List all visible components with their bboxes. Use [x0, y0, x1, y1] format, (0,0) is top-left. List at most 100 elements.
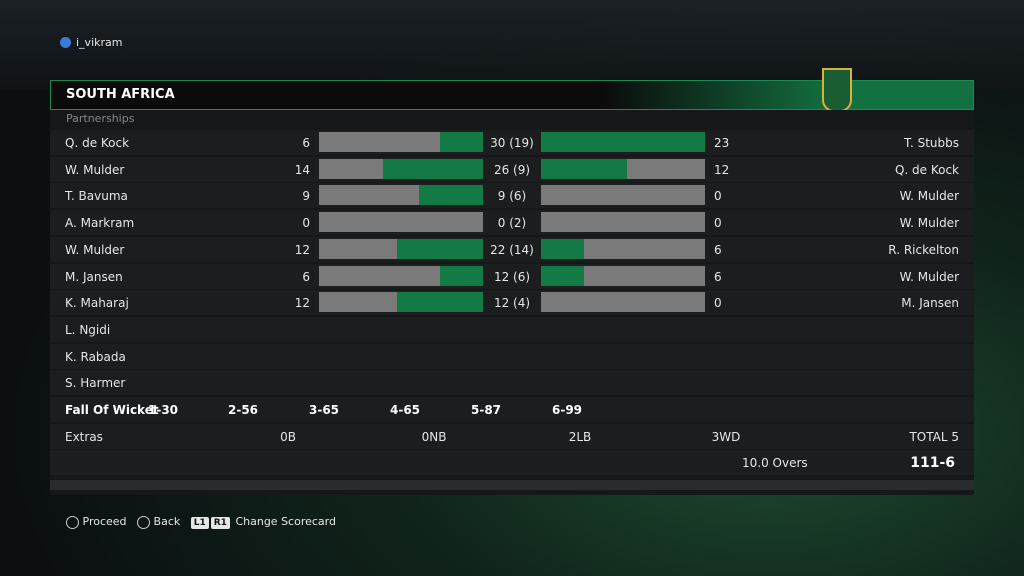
runs-bar-2	[541, 292, 705, 313]
batter-1: T. Bavuma	[65, 189, 128, 204]
batter-2: M. Jansen	[901, 296, 959, 311]
runs-bar-2	[541, 185, 705, 206]
batter-1: W. Mulder	[65, 162, 125, 177]
runs-fill-2	[541, 158, 627, 179]
runs-bar-2	[541, 212, 705, 233]
runs-bar-2	[541, 238, 705, 259]
extras-item: 0B	[280, 429, 296, 444]
fow-item: 4-65	[390, 403, 421, 417]
did-not-bat: L. Ngidi	[65, 322, 111, 337]
batter-2: W. Mulder	[899, 189, 959, 204]
partnership-total: 9 (6)	[497, 189, 527, 204]
runs-2: 12	[714, 162, 730, 177]
runs-bar-2	[541, 265, 705, 286]
user-icon	[60, 37, 71, 48]
row	[50, 450, 974, 476]
runs-bar-1	[319, 158, 483, 179]
section-label: Partnerships	[66, 112, 135, 125]
runs-1: 0	[302, 216, 310, 231]
runs-1: 9	[302, 189, 310, 204]
batter-2: W. Mulder	[899, 216, 959, 231]
runs-fill-1	[397, 238, 483, 259]
change-scorecard-button[interactable]: Change Scorecard	[235, 515, 336, 528]
partnership-total: 26 (9)	[493, 162, 531, 177]
fow-item: 6-99	[552, 403, 583, 417]
partnership-total: 0 (2)	[497, 216, 527, 231]
runs-2: 0	[714, 216, 722, 231]
panel-footer	[50, 480, 974, 490]
extras-item: 3WD	[711, 429, 741, 444]
batter-2: T. Stubbs	[904, 136, 959, 150]
overs: 10.0 Overs	[742, 456, 808, 471]
runs-bar-2	[541, 158, 705, 179]
runs-1: 12	[294, 296, 310, 311]
runs-bar-1	[319, 132, 483, 152]
username: i_vikram	[76, 36, 123, 49]
l1-icon: L1	[190, 517, 209, 529]
back-button[interactable]: Back	[153, 515, 181, 528]
row	[50, 290, 974, 316]
runs-fill-1	[397, 292, 483, 313]
did-not-bat: S. Harmer	[65, 376, 126, 391]
row	[50, 236, 974, 262]
extras-total: TOTAL 5	[909, 429, 959, 444]
extras-item: 0NB	[421, 429, 447, 444]
fow-label: Fall Of Wicket	[65, 403, 159, 417]
runs-bar-1	[319, 292, 483, 313]
partnership-total: 12 (6)	[493, 269, 531, 284]
proceed-button[interactable]: Proceed	[82, 515, 127, 528]
row	[50, 370, 974, 396]
batter-1: Q. de Kock	[65, 136, 130, 150]
row	[50, 397, 974, 422]
partnership-total: 30 (19)	[490, 136, 534, 150]
fow-item: 5-87	[471, 403, 502, 417]
stadium-roof	[0, 0, 1024, 90]
team-title: SOUTH AFRICA	[66, 87, 175, 102]
runs-fill-1	[383, 158, 483, 179]
row	[50, 263, 974, 289]
runs-fill-1	[418, 185, 483, 206]
runs-fill-2	[541, 132, 705, 152]
score: 111-6	[910, 455, 955, 472]
batter-2: W. Mulder	[899, 269, 959, 284]
runs-bar-1	[319, 185, 483, 206]
runs-bar-2	[541, 132, 705, 152]
row	[50, 210, 974, 236]
runs-1: 14	[294, 162, 310, 177]
batter-1: W. Mulder	[65, 242, 125, 257]
team-logo	[822, 68, 852, 112]
runs-1: 6	[302, 269, 310, 284]
runs-bar-1	[319, 212, 483, 233]
runs-fill-2	[541, 265, 584, 286]
header	[50, 80, 974, 110]
runs-1: 12	[294, 242, 310, 257]
footer-controls: Proceed Back L1 R1 Change Scorecard	[66, 509, 336, 535]
runs-2: 23	[714, 136, 730, 150]
batter-1: A. Markram	[65, 216, 135, 231]
runs-fill-1	[440, 132, 483, 152]
partnership-total: 12 (4)	[493, 296, 531, 311]
batter-1: M. Jansen	[65, 269, 123, 284]
runs-2: 6	[714, 242, 722, 257]
runs-fill-2	[541, 238, 584, 259]
runs-bar-1	[319, 265, 483, 286]
row	[50, 130, 974, 155]
did-not-bat: K. Rabada	[65, 349, 126, 364]
row	[50, 316, 974, 342]
runs-1: 6	[302, 136, 310, 150]
row	[50, 423, 974, 449]
batter-2: Q. de Kock	[894, 162, 959, 177]
row	[50, 183, 974, 209]
fow-item: 3-65	[309, 403, 340, 417]
fow-item: 1-30	[148, 403, 179, 417]
extras-item: 2LB	[568, 429, 592, 444]
batter-2: R. Rickelton	[888, 242, 959, 257]
circle-icon	[137, 515, 151, 529]
partnership-total: 22 (14)	[490, 242, 534, 257]
runs-2: 0	[714, 189, 722, 204]
fow-item: 2-56	[228, 403, 259, 417]
row	[50, 156, 974, 182]
r1-icon: R1	[210, 517, 230, 529]
runs-2: 6	[714, 269, 722, 284]
